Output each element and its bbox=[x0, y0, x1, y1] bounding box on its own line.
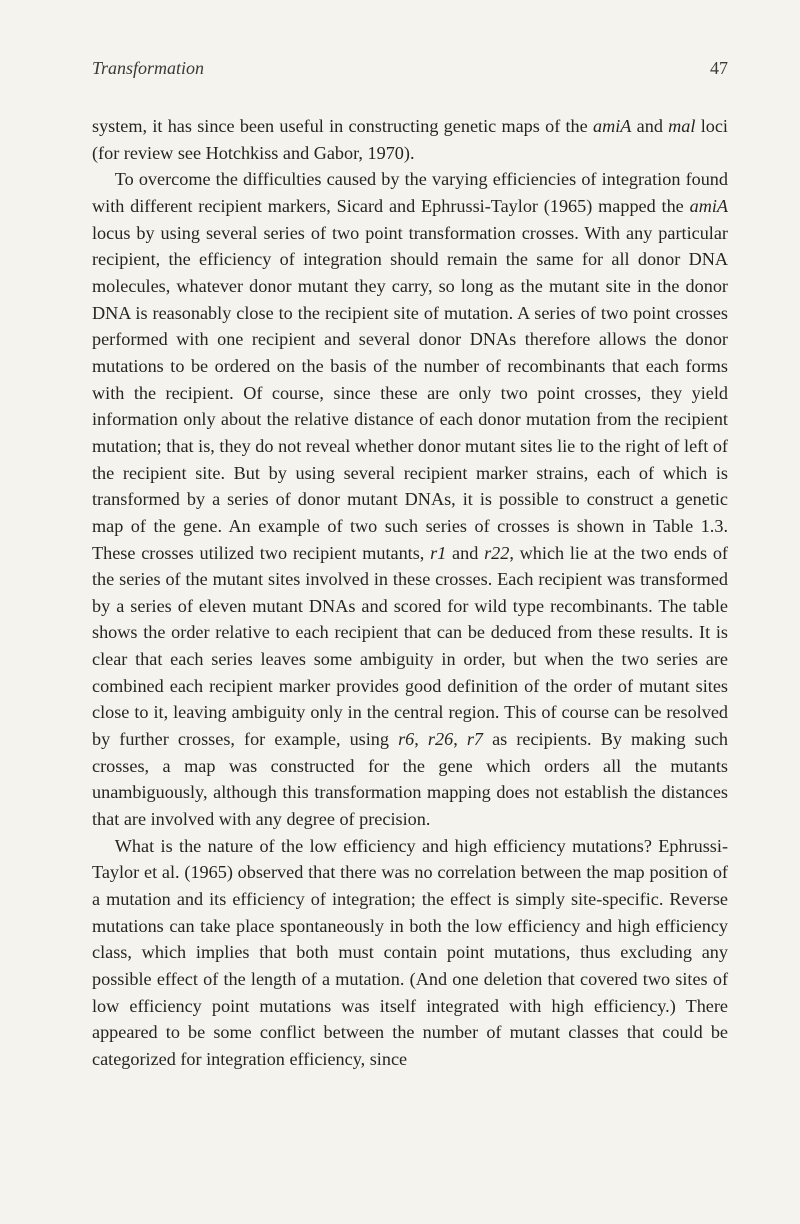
text-run: locus by using several series of two poi… bbox=[92, 223, 728, 563]
gene-name: mal bbox=[668, 116, 695, 136]
text-run: and bbox=[631, 116, 668, 136]
gene-name: r26 bbox=[428, 729, 453, 749]
paragraph-3: What is the nature of the low efficiency… bbox=[92, 833, 728, 1073]
text-run: system, it has since been useful in cons… bbox=[92, 116, 593, 136]
text-run: , bbox=[453, 729, 467, 749]
gene-name: amiA bbox=[593, 116, 631, 136]
running-head-title: Transformation bbox=[92, 58, 204, 79]
text-run: What is the nature of the low efficiency… bbox=[92, 836, 728, 1069]
body-text: system, it has since been useful in cons… bbox=[92, 113, 728, 1073]
text-run: , bbox=[414, 729, 428, 749]
page-number: 47 bbox=[710, 58, 728, 79]
gene-name: r22 bbox=[484, 543, 509, 563]
text-run: , which lie at the two ends of the serie… bbox=[92, 543, 728, 750]
page-header: Transformation 47 bbox=[92, 58, 728, 79]
gene-name: r1 bbox=[430, 543, 446, 563]
gene-name: r6 bbox=[398, 729, 414, 749]
paragraph-1: system, it has since been useful in cons… bbox=[92, 113, 728, 166]
paragraph-2: To overcome the difficulties caused by t… bbox=[92, 166, 728, 832]
text-run: To overcome the difficulties caused by t… bbox=[92, 169, 728, 216]
text-run: and bbox=[446, 543, 484, 563]
gene-name: r7 bbox=[467, 729, 483, 749]
gene-name: amiA bbox=[690, 196, 728, 216]
